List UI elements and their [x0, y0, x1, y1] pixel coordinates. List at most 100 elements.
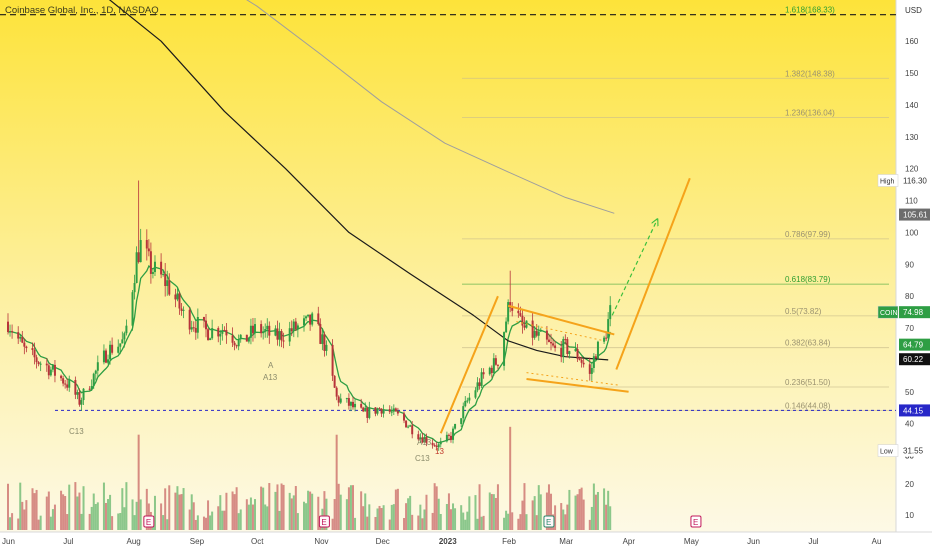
candle-body	[45, 363, 48, 366]
candle-body	[225, 330, 228, 336]
volume-bar	[409, 495, 412, 530]
volume-bar	[19, 482, 22, 530]
volume-bar	[276, 484, 279, 530]
candle-body	[239, 334, 242, 340]
candle-body	[505, 321, 508, 333]
price-badges[interactable]: High 116.30 105.61 COIN 74.98 64.79 60.22 44.15…	[877, 174, 930, 457]
badge-low-box[interactable]	[899, 444, 930, 457]
volume-bar	[47, 491, 50, 530]
candle-body	[605, 337, 608, 339]
marker-13-dec: 13	[435, 447, 444, 456]
volume-bar	[396, 488, 399, 530]
candle-body	[603, 337, 606, 342]
badge-high-box[interactable]	[899, 174, 930, 187]
candle-body	[349, 401, 352, 406]
volume-bar	[92, 493, 95, 530]
candle-body	[380, 408, 383, 414]
earnings-marker-2[interactable]	[543, 515, 555, 528]
volume-bar	[390, 504, 393, 530]
candle-body	[576, 349, 579, 359]
candle-body	[188, 309, 191, 330]
candle-body	[319, 324, 322, 344]
month-label-4: Oct	[251, 537, 264, 546]
volume-bar	[111, 516, 114, 530]
candle-body	[262, 331, 265, 334]
volume-bar	[545, 492, 548, 530]
badge-ma_c-box[interactable]	[899, 353, 930, 366]
volume-bar	[505, 510, 508, 530]
candle-body	[490, 367, 493, 374]
volume-bar	[104, 502, 107, 530]
volume-bar	[345, 499, 348, 530]
month-label-9: Mar	[559, 537, 573, 546]
candle-body	[574, 349, 577, 352]
candle-body	[545, 330, 548, 340]
earnings-marker-3[interactable]	[690, 515, 702, 528]
candle-body	[421, 437, 424, 443]
volume-bar	[223, 510, 226, 530]
candle-body	[560, 348, 563, 358]
candle-body	[423, 437, 426, 443]
badge-ma_b-box[interactable]	[899, 338, 930, 351]
candle-body	[217, 328, 220, 337]
volume-bar	[305, 503, 308, 530]
badge-ma_a-box[interactable]	[899, 208, 930, 221]
badge-support-box[interactable]	[899, 404, 930, 417]
candle-body	[231, 335, 234, 343]
candle-body	[303, 318, 305, 326]
candle-body	[174, 294, 177, 300]
volume-bar	[296, 513, 299, 530]
candle-body	[523, 325, 526, 328]
candle-body	[552, 343, 555, 346]
candle-body	[223, 329, 226, 331]
candle-body	[511, 307, 514, 311]
volume-bar	[480, 516, 483, 530]
candle-body	[562, 339, 565, 358]
pattern-trendline[interactable]	[615, 177, 691, 370]
volume-bar	[78, 492, 81, 530]
fib_05-label: 0.5(73.82)	[785, 307, 822, 316]
candle-body	[207, 329, 210, 341]
volume-bar	[239, 509, 242, 530]
volume-bar	[347, 487, 350, 530]
volume-bar	[533, 496, 536, 530]
volume-bar	[60, 490, 63, 530]
volume-bar	[517, 518, 520, 530]
candle-body	[437, 444, 440, 448]
candle-body	[19, 336, 22, 339]
pattern-trendline[interactable]	[526, 378, 629, 393]
candle-body	[482, 372, 485, 375]
candle-body	[168, 280, 171, 295]
volume-bar	[137, 434, 140, 530]
volume-bar	[303, 501, 305, 530]
volume-bar	[196, 515, 199, 530]
marker-labels: C13 A13 A A13 C13 13	[69, 361, 444, 463]
pattern-drawings[interactable]	[439, 177, 691, 434]
badge-coin-value: 74.98	[903, 308, 924, 317]
earnings-marker-1[interactable]	[318, 515, 330, 528]
fib_0146-label: 0.146(44.08)	[785, 402, 831, 411]
month-label-1: Jul	[63, 537, 73, 546]
candle-body	[580, 359, 583, 363]
long-moving-average-line	[246, 0, 615, 214]
badge-coin-box[interactable]	[899, 306, 930, 319]
volume-bar	[96, 502, 99, 530]
candle-body	[449, 435, 452, 440]
badge-high-value: 116.30	[903, 177, 927, 186]
volume-bar	[435, 486, 438, 530]
volume-bar	[605, 504, 608, 530]
projection-arrow[interactable]	[611, 220, 657, 316]
month-label-6: Dec	[376, 537, 390, 546]
pattern-trendline[interactable]	[507, 304, 615, 336]
candle-body	[47, 365, 50, 376]
pattern-trendline[interactable]	[439, 295, 499, 434]
marker-a13-dec: A13	[417, 438, 432, 447]
volume-bar	[139, 499, 142, 530]
volume-bar	[419, 504, 422, 530]
earnings-marker-0[interactable]	[143, 515, 155, 528]
candle-body	[466, 400, 469, 402]
volume-bar	[66, 514, 69, 530]
candle-body	[9, 331, 12, 333]
